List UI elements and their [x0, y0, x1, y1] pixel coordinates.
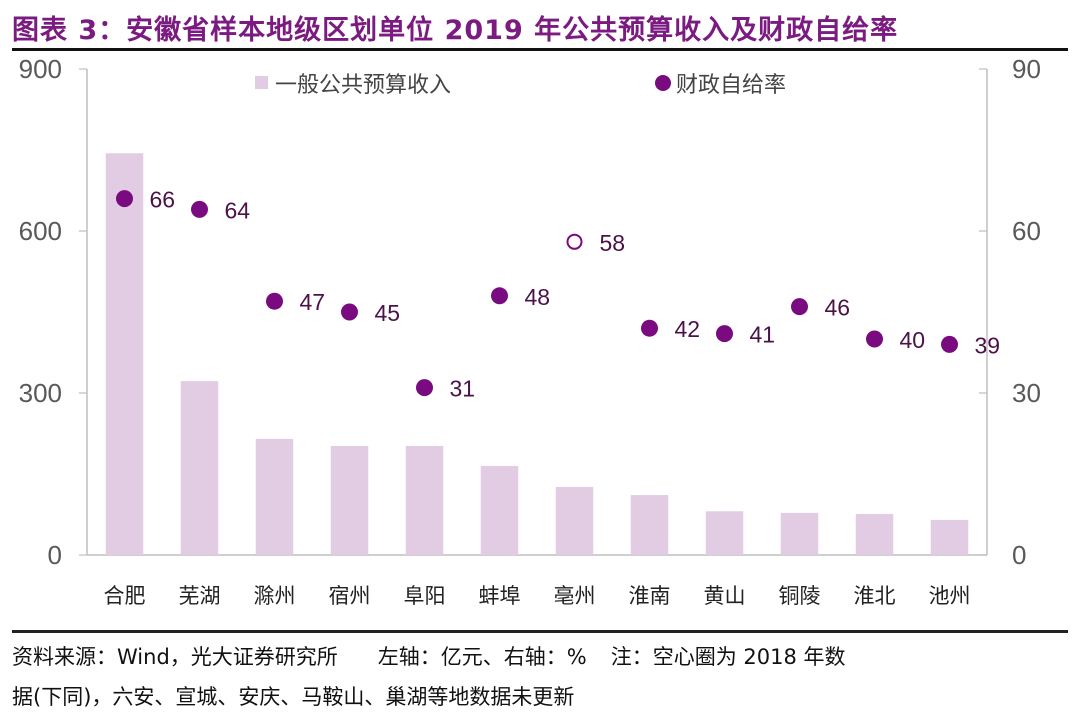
dot	[191, 200, 208, 218]
category-label: 亳州	[554, 584, 596, 608]
data-label: 31	[450, 376, 476, 402]
data-label: 46	[825, 295, 851, 321]
legend-bar-label: 一般公共预算收入	[275, 73, 451, 98]
right-tick-label: 90	[1012, 54, 1041, 84]
legend-bar-swatch	[255, 76, 268, 89]
category-label: 池州	[929, 584, 971, 608]
bar	[330, 445, 369, 555]
axes-note: 左轴：亿元、右轴：%	[377, 645, 587, 669]
data-label: 45	[375, 300, 401, 326]
chart: 66 64 47 45 31 48 58 42 41 46 40 39 0 300 600 900 0 30 60…	[19, 54, 1041, 608]
legend-dot-swatch	[655, 75, 671, 91]
bar	[555, 486, 594, 555]
category-label: 宿州	[329, 584, 371, 608]
footer-rule	[12, 630, 1068, 633]
left-tick-label: 300	[19, 378, 62, 408]
bar	[180, 381, 219, 555]
category-label: 滁州	[254, 584, 296, 608]
title-rule	[12, 48, 1068, 51]
right-tick-label: 30	[1012, 378, 1041, 408]
dot	[341, 303, 358, 321]
bar	[630, 495, 669, 555]
dot	[941, 335, 958, 353]
data-label: 58	[600, 230, 626, 256]
data-label: 39	[975, 332, 1001, 358]
bar	[855, 513, 894, 555]
data-label: 66	[150, 187, 176, 213]
dot	[416, 379, 433, 397]
figure-title: 图表 3：安徽省样本地级区划单位 2019 年公共预算收入及财政自给率	[12, 15, 899, 46]
bar	[105, 153, 144, 556]
hollow-dot	[566, 233, 583, 250]
dot	[266, 292, 283, 310]
left-tick-label: 600	[19, 216, 62, 246]
category-labels: 合肥 芜湖 滁州 宿州 阜阳 蚌埠 亳州 淮南 黄山 铜陵 淮北 池州	[104, 584, 971, 608]
data-label: 41	[750, 322, 776, 348]
data-label: 64	[225, 197, 251, 223]
data-label: 48	[525, 284, 551, 310]
category-label: 合肥	[104, 584, 146, 608]
footnote-line-1: 资料来源：Wind，光大证券研究所 左轴：亿元、右轴：% 注：空心圈为 2018 年…	[12, 641, 846, 671]
source-text: 资料来源：Wind，光大证券研究所	[12, 645, 338, 669]
bar	[255, 438, 294, 555]
bar-series	[105, 153, 969, 556]
data-label: 40	[900, 327, 926, 353]
data-label: 47	[300, 289, 326, 315]
note-text: 注：空心圈为 2018 年数	[610, 645, 846, 669]
legend-dot-label: 财政自给率	[676, 73, 786, 98]
data-label: 42	[675, 316, 701, 342]
dot	[116, 190, 133, 208]
bar	[405, 445, 444, 555]
category-label: 淮南	[629, 584, 671, 608]
data-labels: 66 64 47 45 31 48 58 42 41 46 40 39	[150, 187, 1001, 402]
scatter-series	[116, 190, 958, 397]
dot	[866, 330, 883, 348]
left-tick-label: 0	[48, 540, 62, 570]
bar	[780, 512, 819, 555]
category-label: 蚌埠	[479, 584, 521, 608]
category-label: 淮北	[854, 584, 896, 608]
footnote-line-2: 据(下同)，六安、宣城、安庆、马鞍山、巢湖等地数据未更新	[12, 685, 575, 709]
dot	[491, 287, 508, 305]
category-label: 芜湖	[179, 584, 221, 608]
tick-labels: 0 300 600 900 0 30 60 90	[19, 54, 1041, 570]
left-tick-label: 900	[19, 54, 62, 84]
category-label: 阜阳	[404, 584, 446, 608]
bar	[480, 465, 519, 555]
dot	[641, 319, 658, 337]
axes	[79, 68, 988, 556]
right-tick-label: 60	[1012, 216, 1041, 246]
dot	[716, 325, 733, 343]
bar	[930, 519, 969, 555]
right-tick-label: 0	[1012, 540, 1026, 570]
category-label: 黄山	[704, 584, 746, 608]
legend: 一般公共预算收入 财政自给率	[255, 73, 786, 98]
category-label: 铜陵	[779, 584, 821, 608]
bar	[705, 511, 744, 555]
dot	[791, 298, 808, 316]
